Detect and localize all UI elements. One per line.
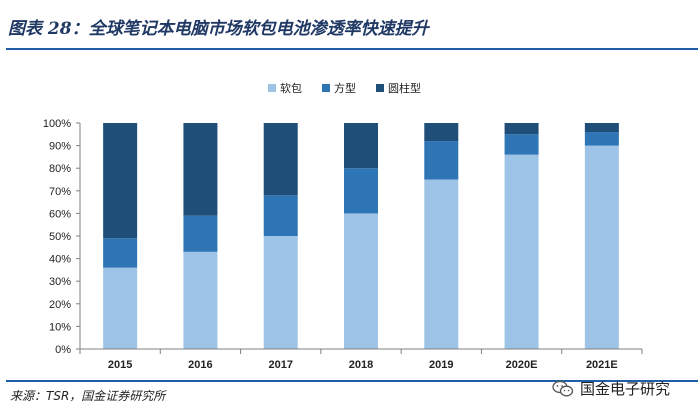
- x-axis: 2015 2016 2017 2018 2019 2020E 2021E: [79, 348, 643, 371]
- bar-segment-1-2020E: [504, 154, 539, 349]
- stacked-bar-chart: 软包 方型 圆柱型 0% 10% 20% 30% 40% 50% 60% 70% 80% 90% 100…: [43, 81, 643, 371]
- y-tick-label: 20%: [49, 299, 71, 311]
- x-tick-label: 2018: [349, 359, 373, 371]
- bar-segment-2-2020E: [504, 134, 539, 155]
- bar-segment-1-2019: [424, 179, 459, 349]
- y-tick-label: 60%: [49, 208, 71, 220]
- y-tick-label: 80%: [49, 163, 71, 175]
- y-tick-label: 30%: [49, 276, 71, 288]
- bar-segment-3-2018: [344, 123, 378, 169]
- y-tick-label: 0%: [55, 344, 71, 356]
- legend-label-3: 圆柱型: [388, 81, 421, 95]
- x-tick-label: 2016: [188, 359, 212, 371]
- bar-segment-2-2021E: [584, 132, 619, 146]
- bar-segment-3-2017: [263, 123, 298, 196]
- bar-segment-2-2017: [263, 195, 298, 236]
- bar-segment-1-2018: [344, 213, 378, 349]
- y-axis: 0% 10% 20% 30% 40% 50% 60% 70% 80% 90% 100%: [43, 118, 81, 356]
- bar-segment-1-2015: [103, 267, 138, 349]
- legend-swatch-2: [322, 84, 330, 92]
- x-tick-label: 2019: [429, 359, 453, 371]
- bar-segment-1-2016: [183, 251, 218, 349]
- bars: [103, 123, 619, 349]
- bar-segment-3-2015: [103, 123, 138, 239]
- legend-label-1: 软包: [280, 81, 302, 95]
- legend-swatch-1: [268, 84, 276, 92]
- x-tick-label: 2015: [108, 359, 132, 371]
- x-tick-label: 2020E: [506, 359, 538, 371]
- y-tick-label: 90%: [49, 141, 71, 153]
- bar-segment-1-2021E: [584, 145, 619, 349]
- y-tick-label: 40%: [49, 254, 71, 266]
- bar-segment-2-2016: [183, 215, 218, 252]
- watermark-text: 国金电子研究: [580, 380, 671, 398]
- legend-label-2: 方型: [334, 81, 356, 95]
- bar-segment-2-2019: [424, 141, 459, 180]
- bar-segment-2-2015: [103, 238, 138, 268]
- chart-legend: 软包 方型 圆柱型: [268, 81, 421, 95]
- watermark: 国金电子研究: [552, 378, 670, 399]
- bar-segment-3-2019: [424, 123, 459, 142]
- wechat-icon: [552, 380, 574, 396]
- bar-segment-3-2021E: [584, 123, 619, 133]
- x-tick-label: 2017: [268, 359, 292, 371]
- bar-segment-1-2017: [263, 236, 298, 349]
- footer-divider: [6, 380, 698, 382]
- y-tick-label: 100%: [43, 118, 71, 130]
- y-tick-label: 50%: [49, 231, 71, 243]
- y-tick-label: 10%: [49, 321, 71, 333]
- bar-segment-2-2018: [344, 168, 378, 214]
- legend-swatch-3: [376, 84, 384, 92]
- y-tick-label: 70%: [49, 186, 71, 198]
- bar-segment-3-2020E: [504, 123, 539, 135]
- x-tick-label: 2021E: [586, 359, 618, 371]
- source-note: 来源：TSR，国金证券研究所: [10, 389, 166, 403]
- figure-title: 图表 28：全球笔记本电脑市场软包电池渗透率快速提升: [8, 19, 429, 39]
- title-divider: [6, 48, 698, 50]
- bar-segment-3-2016: [183, 123, 218, 216]
